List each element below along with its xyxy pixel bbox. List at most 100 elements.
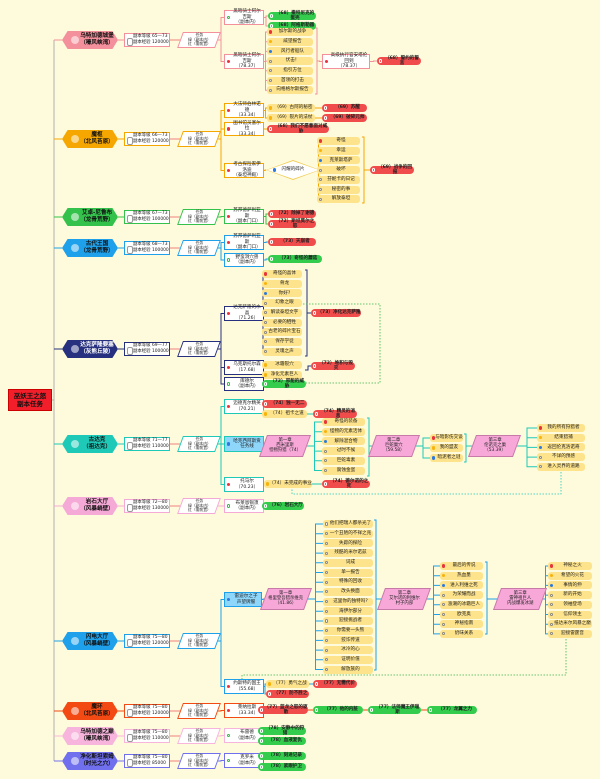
chapter-node[interactable]: 第一章 西米里斯 怪物狩猎（74）	[258, 435, 312, 457]
quest-pill-in-dungeon[interactable]: （76）岩石大厅	[262, 502, 304, 510]
dungeon-node[interactable]: 魔环 （北风苔原）	[62, 702, 118, 720]
quest-chain-item[interactable]: 神秘指南	[440, 620, 483, 629]
dungeon-node[interactable]: 岩石大厅 （风暴峭壁）	[62, 497, 118, 515]
quest-pill-prerequisite[interactable]: （74）德尔诺的之死	[322, 479, 370, 489]
quest-chain-item[interactable]: 秘密的事	[317, 185, 360, 194]
quest-chain-item[interactable]: 神秘之火	[548, 562, 592, 570]
quest-chain-item[interactable]: 奶味关系	[440, 629, 483, 638]
quest-chain-item[interactable]: 怪物的元素活体	[322, 427, 365, 436]
quest-chain-item[interactable]: 证明价值	[323, 655, 373, 664]
quest-chain-item[interactable]: 词成	[323, 558, 373, 567]
chapter-node[interactable]: 第三章 伦诺克之巢 （53.39）	[467, 435, 522, 457]
quest-chain-item[interactable]: 改头换面	[323, 587, 373, 596]
quest-giver-node[interactable]: 布莱恩铜须 （副本内）	[224, 499, 264, 513]
item-node[interactable]: 闪耀的碎片	[266, 160, 320, 180]
quest-chain-item[interactable]: （77）勇气之战	[266, 680, 309, 688]
quest-chain-item[interactable]: 新的开始	[548, 591, 592, 600]
quest-giver-node[interactable]: 苏邦德萨利亚斯 （副本门口）	[224, 208, 264, 224]
quest-pill-prerequisite[interactable]: （77）蓝龙之怒的驱散	[258, 705, 308, 715]
quest-chain-item[interactable]: 向格格尔斯报告	[267, 86, 313, 95]
quest-chain-item[interactable]: 热血墨	[440, 571, 483, 580]
quest-chain-item[interactable]: 最后的传说	[440, 562, 483, 570]
quest-pill-in-dungeon[interactable]: （72）邪能的威胁	[262, 379, 306, 389]
quest-chain-item[interactable]: 解除混合物	[322, 437, 365, 446]
quest-chain-item[interactable]: 我的所有狩猎者	[537, 424, 585, 432]
quest-chain-item[interactable]: 解读泰坦文字	[262, 308, 302, 317]
quest-chain-item[interactable]: 残酷的米尔诺兹	[323, 549, 373, 558]
quest-chain-item[interactable]: 这里你的独特吗?	[323, 597, 373, 606]
quest-chain-item[interactable]: 伏击！	[267, 57, 313, 66]
chapter-node[interactable]: 第一章 格里登吾猎杀维克 （41.86）	[259, 588, 313, 610]
quest-chain-item[interactable]: 暗泥者之谜	[430, 454, 463, 462]
quest-chain-item[interactable]: 你需要一头熊	[323, 626, 373, 635]
quest-giver-node[interactable]: 考古探险家伊洛迪 （泰坦神殿）	[224, 162, 264, 178]
dungeon-node[interactable]: 净化斯坦索姆 （时光之穴）	[62, 752, 118, 770]
quest-giver-node[interactable]: 约斯特的国王 （55.68）	[224, 679, 264, 694]
quest-pill-prerequisite[interactable]: （74）精灵的消息	[313, 409, 357, 419]
quest-chain-item[interactable]: 必要的牺牲	[262, 318, 302, 327]
quest-chain-item[interactable]: 冰冷的心	[323, 646, 373, 655]
quest-pill-prerequisite[interactable]: （73）净化达克萨隆	[311, 309, 361, 317]
quest-chain-item[interactable]: 幻象之眼	[262, 299, 302, 308]
quest-giver-node[interactable]: 黑暗骑士阿尔吉斯 （78.37）	[224, 53, 264, 69]
dungeon-node[interactable]: 达克萨隆要塞 （灰熊丘陵）	[62, 340, 118, 358]
quest-chain-item[interactable]: 加尔斯的战争	[267, 28, 313, 36]
quest-chain-item[interactable]: 古老的碎片宝石	[262, 328, 302, 337]
quest-chain-item[interactable]: 风行者船队	[267, 47, 313, 56]
quest-chain-item[interactable]: 奇怪的晶体	[262, 270, 302, 278]
dungeon-node[interactable]: 乌特加德城堡 （嚎风峡湾）	[62, 31, 118, 49]
quest-giver-node[interactable]: 布雷德 （副本内）	[224, 728, 264, 743]
quest-chain-item[interactable]: 灵魂之声	[262, 347, 302, 356]
quest-pill-prerequisite[interactable]: （74）独一无二	[262, 400, 307, 408]
quest-chain-item[interactable]: 海伊尔部分	[323, 607, 373, 616]
quest-giver-node[interactable]: 达克萨隆的水晶 （71.26）	[224, 305, 264, 321]
quest-chain-item[interactable]: 首领的打击	[267, 76, 313, 85]
quest-chain-item[interactable]: 我的盟友	[430, 444, 463, 452]
quest-giver-node[interactable]: 克罗米 （副本内）	[224, 753, 264, 768]
quest-chain-item[interactable]: 芬妮卡的日记	[317, 175, 360, 184]
quest-chain-item[interactable]: 领袖登场	[548, 600, 592, 609]
quest-pill-prerequisite[interactable]: （69）破碎元帅	[322, 114, 367, 122]
quest-chain-item[interactable]: 指引方位	[267, 66, 313, 75]
quest-giver-node[interactable]: 黑暗骑士阿尔吉斯 （副本内）	[224, 9, 264, 25]
quest-pill-prerequisite[interactable]: （73）天崩者	[268, 238, 316, 246]
node[interactable]: 哈克西阿斯贡 任务线	[224, 436, 264, 452]
quest-chain-item[interactable]: （74）未完成的事业	[264, 480, 312, 488]
quest-pill-in-dungeon[interactable]: （73）奇怪的蘑菇	[268, 255, 322, 263]
quest-pill-in-dungeon[interactable]: （77）他的内脏	[313, 706, 363, 714]
quest-chain-item[interactable]: 失踪的探险	[323, 539, 373, 548]
quest-chain-item[interactable]: 克莱斯塔萨	[317, 156, 360, 165]
quest-chain-item[interactable]: 他们把瑞人都杀光了	[323, 520, 373, 528]
quest-giver-node[interactable]: 图书馆员塞尔拉 （33.34）	[224, 121, 264, 137]
dungeon-node[interactable]: 艾卓-尼鲁布 （龙骨荒野）	[62, 208, 118, 226]
quest-pill-prerequisite[interactable]: （69）战争的回报	[370, 165, 414, 175]
quest-chain-item[interactable]: 迎接挑战者	[323, 617, 373, 625]
quest-chain-item[interactable]: 解放族的	[323, 665, 373, 674]
quest-chain-item[interactable]: 不详的预感	[537, 453, 585, 462]
dungeon-node[interactable]: 魔枢 （北风苔原）	[62, 130, 118, 148]
quest-pill-prerequisite[interactable]: （77）防不胜之	[266, 690, 309, 698]
quest-pill-prerequisite[interactable]: （72）除掉了谢德	[268, 210, 316, 218]
quest-giver-node[interactable]: 高级执行官安塔伦回到 （78.37）	[322, 53, 370, 69]
quest-pill-prerequisite[interactable]: （69）苏醒	[322, 104, 367, 112]
quest-chain-item[interactable]: 腐蚀金蛋	[322, 466, 365, 475]
quest-chain-item[interactable]: 解放泰坦	[317, 195, 360, 204]
quest-chain-item[interactable]: 威望报告	[267, 37, 313, 46]
quest-chain-item[interactable]: 净化元素巨人	[262, 371, 302, 379]
quest-chain-item[interactable]: 迎接雷霆音	[548, 629, 592, 638]
quest-pill-in-dungeon[interactable]: （77）龙翼之力	[427, 706, 477, 714]
quest-chain-item[interactable]: 奇怪	[317, 137, 360, 145]
chapter-node[interactable]: 第二章 艾尔诺的利维尔 村子内部	[376, 588, 432, 610]
quest-chain-item[interactable]: 结束猎捕	[537, 433, 585, 442]
quest-giver-node[interactable]: 野蛮洞穴兽 （副本内）	[224, 253, 264, 267]
quest-giver-node[interactable]: 迈德克尔精英 （70.21）	[224, 399, 264, 414]
quest-pill-prerequisite[interactable]: （72）堆积与毁灭	[311, 361, 355, 371]
quest-pill-prerequisite[interactable]: （68）誓约的誓言	[377, 56, 421, 66]
quest-pill-in-dungeon[interactable]: （78）刻进记录	[258, 752, 306, 760]
quest-pill-prerequisite[interactable]: （77）无需代价	[313, 680, 357, 688]
quest-pill-prerequisite[interactable]: （68）我们不愿意面对威胁	[267, 124, 329, 134]
quest-chain-item[interactable]: 幸运	[317, 146, 360, 155]
chapter-node[interactable]: 第二章 巨蛇巢穴 （59.58）	[367, 435, 421, 457]
node[interactable]: 雷迪尔之子 声望牌服	[224, 592, 262, 607]
dungeon-node[interactable]: 古代王国 （龙骨荒野）	[62, 239, 118, 257]
